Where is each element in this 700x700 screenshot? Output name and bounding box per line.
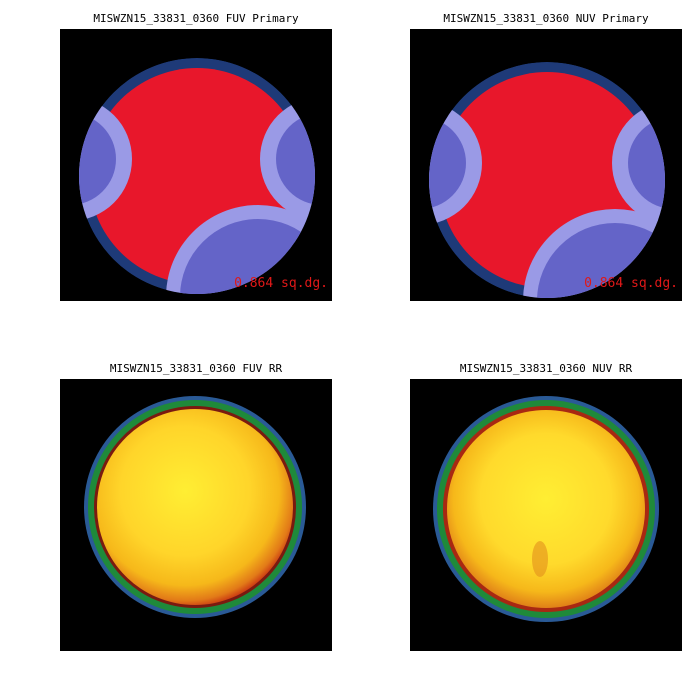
right-overlap-inner — [276, 113, 315, 205]
fuv-primary-image: 0.864 sq.dg. — [60, 29, 332, 301]
right-overlap-inner — [628, 117, 665, 209]
area-label: 0.864 sq.dg. — [234, 276, 328, 291]
fuv-rr-image — [60, 379, 332, 651]
left-overlap-inner — [79, 113, 116, 205]
nuv-primary-image: 0.864 sq.dg. — [410, 29, 682, 301]
response-disk — [97, 409, 293, 605]
panel-title-fuv-rr: MISWZN15_33831_0360 FUV RR — [109, 362, 283, 375]
response-disk — [447, 410, 645, 608]
panel-title-nuv-rr: MISWZN15_33831_0360 NUV RR — [459, 362, 633, 375]
area-label: 0.864 sq.dg. — [584, 276, 678, 291]
detector-artifact — [532, 541, 548, 577]
nuv-rr-image — [410, 379, 682, 651]
left-overlap-inner — [429, 117, 466, 209]
panel-title-nuv-primary: MISWZN15_33831_0360 NUV Primary — [443, 12, 649, 25]
panel-title-fuv-primary: MISWZN15_33831_0360 FUV Primary — [93, 12, 299, 25]
